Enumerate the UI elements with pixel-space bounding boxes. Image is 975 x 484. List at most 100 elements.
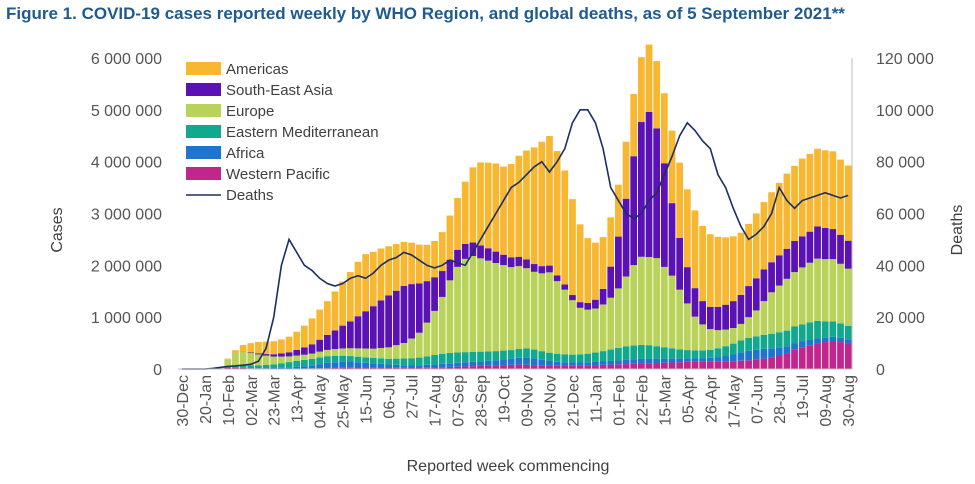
x-axis-ticks: 30-Dec 20-Jan 10-Feb 02-Mar 23-Mar 13-Apr 04-M…: [175, 374, 858, 428]
bar-segment: [722, 304, 729, 330]
legend-item-label: Eastern Mediterranean: [226, 124, 379, 141]
bar-segment: [676, 349, 684, 359]
bar-segment: [691, 361, 699, 369]
bar-segment: [438, 367, 446, 369]
bar-segment: [584, 302, 592, 310]
bar-segment: [683, 358, 691, 362]
x-tick-label: 05-Apr: [680, 374, 697, 423]
bar-segment: [729, 354, 737, 362]
bar-segment: [584, 238, 592, 303]
bar-segment: [523, 364, 530, 369]
bar-segment: [683, 189, 691, 268]
bar-segment: [423, 281, 431, 323]
legend-swatch: [186, 62, 221, 75]
bar-segment: [346, 348, 354, 357]
bar-segment: [438, 296, 446, 354]
bar-segment: [369, 251, 377, 307]
bar-segment: [400, 241, 408, 286]
bar-segment: [446, 215, 454, 260]
bar-segment: [599, 361, 607, 365]
bar-segment: [262, 354, 270, 356]
bar-segment: [638, 358, 645, 364]
bar-segment: [584, 309, 592, 354]
bar-segment: [691, 288, 699, 317]
bar-segment: [392, 367, 400, 369]
bar-segment: [385, 364, 392, 368]
bar-segment: [576, 354, 584, 363]
bar-segment: [691, 350, 699, 359]
bar-segment: [638, 344, 645, 359]
x-tick-label: 10-Feb: [221, 375, 238, 426]
bar-segment: [622, 364, 630, 369]
bar-segment: [538, 351, 546, 360]
bar-segment: [369, 367, 377, 369]
bar-segment: [569, 295, 576, 301]
bar-segment: [546, 265, 553, 273]
bar-segment: [270, 356, 278, 365]
bar-segment: [255, 365, 262, 369]
bar-segment: [530, 271, 538, 350]
bar-segment: [607, 266, 615, 298]
bar-segment: [660, 358, 668, 363]
bar-segment: [622, 359, 630, 365]
bar-segment: [814, 343, 821, 369]
legend-item-label: Deaths: [226, 187, 274, 204]
bar-segment: [752, 336, 760, 350]
bar-segment: [645, 111, 653, 258]
bar-segment: [607, 349, 615, 361]
x-tick-label: 23-Mar: [267, 374, 284, 425]
bar-segment: [461, 181, 469, 244]
bar-segment: [775, 355, 783, 369]
bar-segment: [247, 343, 255, 353]
bar-segment: [224, 367, 232, 369]
bar-segment: [354, 316, 362, 349]
bar-segment: [638, 256, 645, 345]
legend-swatch: [186, 167, 221, 180]
bar-segment: [615, 364, 622, 369]
bar-segment: [714, 348, 722, 358]
bar-segment: [400, 358, 408, 366]
bar-segment: [224, 359, 232, 367]
bar-segment: [745, 317, 752, 338]
bar-segment: [270, 367, 278, 369]
bar-segment: [255, 353, 262, 355]
bar-segment: [814, 320, 821, 339]
bar-segment: [385, 347, 392, 359]
bar-segment: [446, 280, 454, 353]
bar-segment: [737, 294, 745, 324]
bar-segment: [722, 356, 729, 362]
bar-segment: [507, 350, 515, 359]
x-tick-label: 25-May: [336, 375, 353, 428]
bar-segment: [507, 164, 515, 258]
x-tick-label: 04-May: [313, 375, 330, 428]
bar-segment: [783, 330, 791, 347]
bar-segment: [584, 365, 592, 369]
bar-segment: [546, 352, 553, 361]
bar-segment: [538, 266, 546, 274]
bar-segment: [837, 337, 844, 343]
bar-segment: [791, 349, 798, 369]
bar-segment: [546, 365, 553, 369]
bar-segment: [676, 162, 684, 238]
bar-segment: [423, 367, 431, 369]
bar-segment: [668, 203, 676, 276]
bar-segment: [829, 151, 837, 230]
bar-segment: [362, 362, 370, 368]
y-tick-label: 5 000 000: [91, 103, 162, 120]
bar-segment: [461, 352, 469, 363]
x-tick-label: 27-Jul: [405, 375, 422, 419]
bar-segment: [461, 362, 469, 367]
bar-segment: [523, 268, 530, 349]
bar-segment: [507, 257, 515, 268]
bar-segment: [599, 288, 607, 305]
bar-segment: [630, 94, 638, 157]
bar-segment: [722, 237, 729, 305]
bar-segment: [683, 267, 691, 304]
bar-segment: [301, 354, 308, 360]
bar-segment: [477, 245, 484, 259]
bar-segment: [630, 265, 638, 346]
bar-segment: [293, 349, 301, 356]
bar-segment: [553, 281, 561, 354]
bar-segment: [331, 355, 339, 363]
bar-segment: [630, 156, 638, 266]
